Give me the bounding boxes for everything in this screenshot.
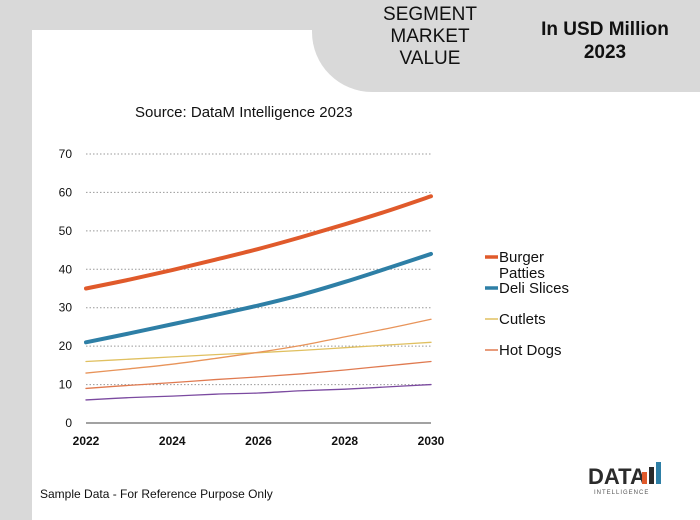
logo-bar [642, 472, 647, 484]
series-line [85, 383, 432, 401]
y-tick-label: 70 [59, 147, 73, 161]
y-tick-label: 0 [65, 416, 72, 430]
footnote: Sample Data - For Reference Purpose Only [40, 487, 273, 501]
y-tick-label: 20 [59, 339, 73, 353]
chart-source: Source: DataM Intelligence 2023 [135, 104, 353, 121]
series-line [85, 360, 432, 390]
datam-logo: DATA INTELLIGENCE [588, 462, 661, 496]
y-tick-label: 40 [59, 262, 73, 276]
segment-title-line: MARKET [390, 26, 470, 47]
legend-label: Cutlets [499, 311, 546, 328]
legend-label: Patties [499, 265, 545, 282]
series-line [85, 318, 432, 374]
header-tab [312, 0, 700, 92]
legend-label: Hot Dogs [499, 342, 562, 359]
logo-bar [656, 462, 661, 484]
units-title-line: In USD Million [541, 19, 669, 40]
units-year-line: 2023 [583, 42, 627, 63]
legend-label: Burger [499, 249, 544, 266]
x-tick-label: 2024 [159, 434, 186, 448]
series-line [84, 251, 433, 345]
logo-sub: INTELLIGENCE [594, 490, 649, 496]
logo-word: DATA [588, 464, 646, 489]
segment-title-line: VALUE [399, 48, 461, 69]
x-tick-label: 2030 [418, 434, 445, 448]
y-tick-label: 10 [59, 378, 73, 392]
y-tick-label: 30 [59, 301, 73, 315]
x-tick-label: 2022 [73, 434, 100, 448]
card-corner-fill [600, 92, 700, 172]
x-tick-label: 2026 [245, 434, 272, 448]
x-tick-label: 2028 [331, 434, 358, 448]
series-line [84, 194, 433, 291]
units-title: In USD Million 2023 [520, 18, 690, 64]
y-tick-label: 60 [59, 185, 73, 199]
legend-label: Deli Slices [499, 280, 569, 297]
segment-title: SEGMENT MARKET VALUE [350, 4, 510, 70]
logo-bar [649, 467, 654, 484]
y-tick-label: 50 [59, 224, 73, 238]
segment-title-line: SEGMENT [383, 4, 477, 25]
